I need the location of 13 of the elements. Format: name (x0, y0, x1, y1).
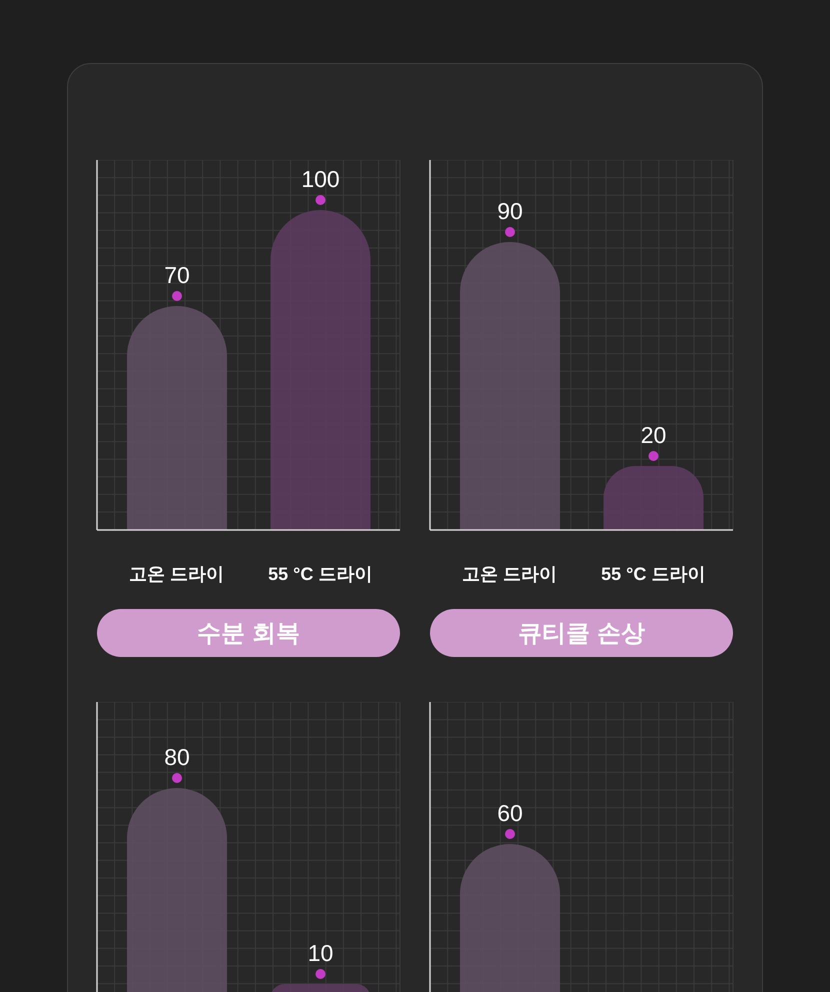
data-label: 60 (497, 800, 523, 826)
x-tick-label: 고온 드라이 (129, 564, 224, 584)
data-label: 10 (308, 940, 334, 966)
data-label: 20 (640, 422, 666, 448)
data-label: 70 (164, 262, 190, 288)
x-tick-label: 55 °C 드라이 (268, 564, 372, 584)
data-label: 100 (301, 166, 340, 192)
title-badge: 수분 회복 (97, 609, 400, 657)
data-label: 90 (497, 198, 523, 224)
x-tick-label: 고온 드라이 (462, 564, 558, 584)
data-label: 80 (164, 744, 190, 770)
x-tick-label: 55 °C 드라이 (601, 564, 706, 584)
title-badge: 큐티클 손상 (430, 609, 733, 657)
